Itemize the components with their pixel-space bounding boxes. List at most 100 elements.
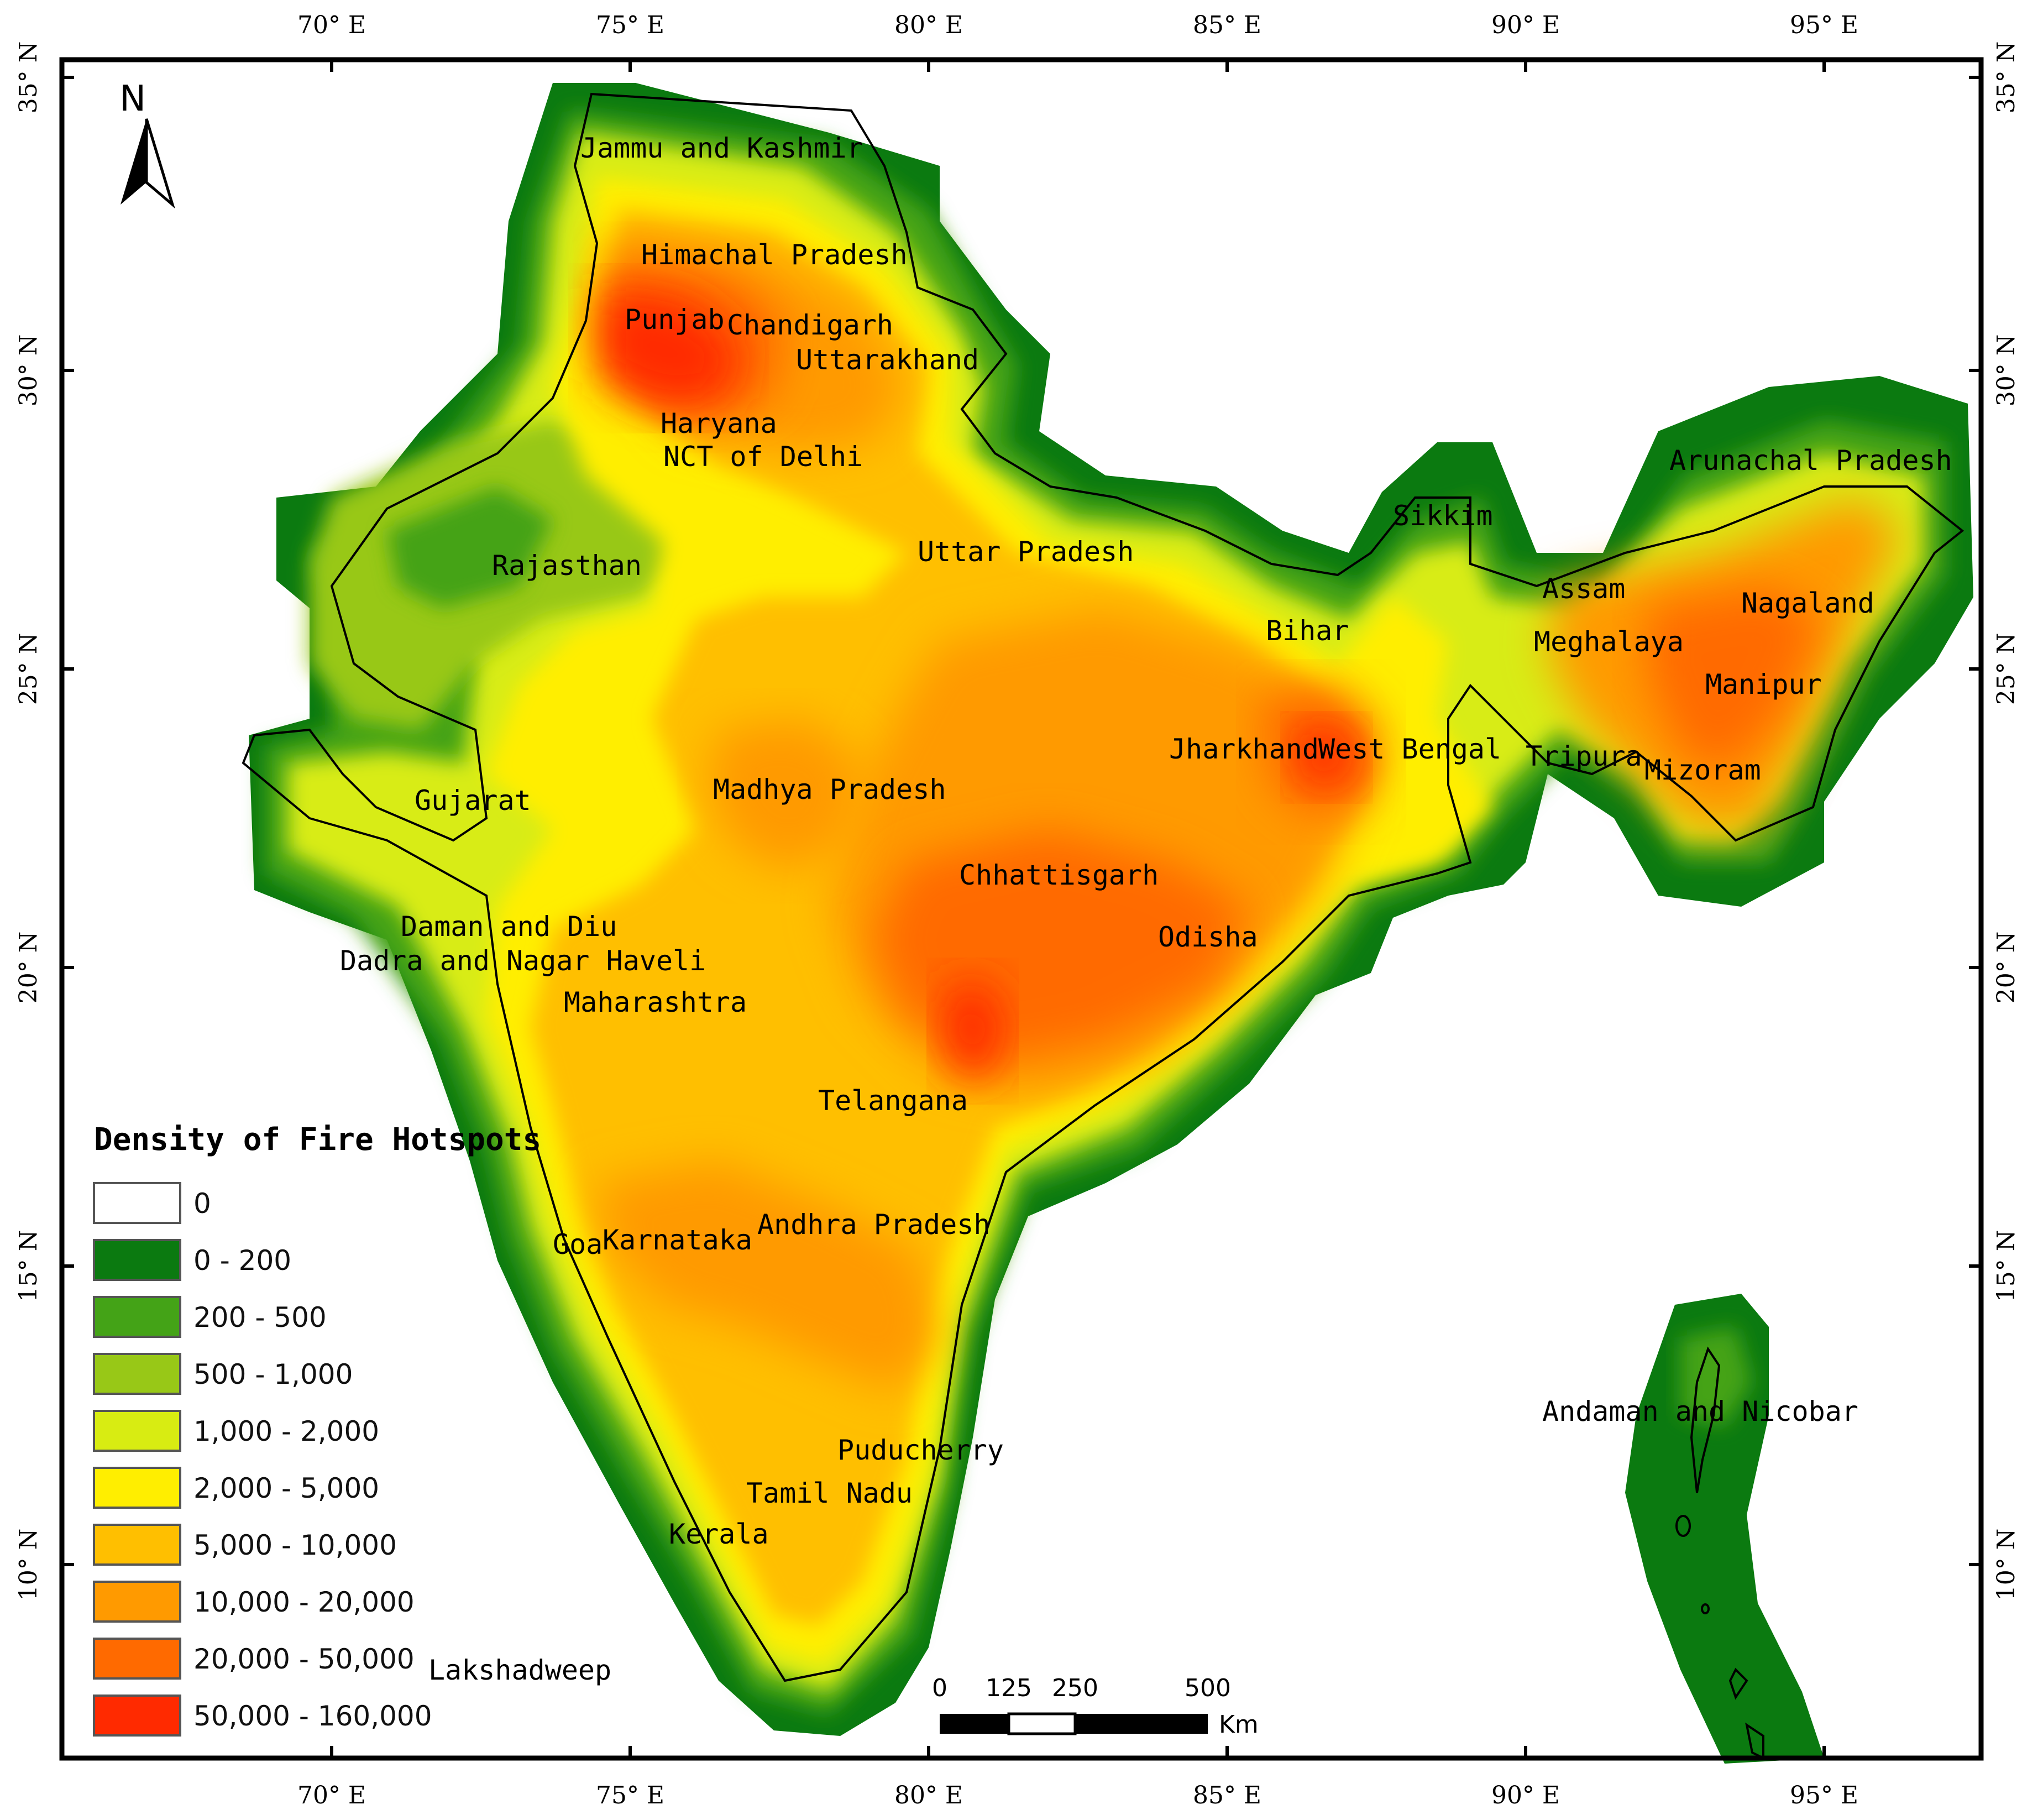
longitude-labels-top: 70° E 75° E 80° E 85° E 90° E 95° E xyxy=(297,11,1858,39)
state-label-dadra-nagar-haveli: Dadra and Nagar Haveli xyxy=(340,945,706,977)
state-label-maharashtra: Maharashtra xyxy=(564,986,747,1018)
latitude-labels-right: 35° N 30° N 25° N 20° N 15° N 10° N xyxy=(1992,41,2020,1601)
andaman-island-small-2 xyxy=(1701,1603,1710,1614)
lon-label-bottom-85: 85° E xyxy=(1193,1781,1261,1809)
lat-label-left-25: 25° N xyxy=(14,633,43,705)
state-label-rajasthan: Rajasthan xyxy=(492,550,642,582)
density-zone-200-500-patch xyxy=(387,487,553,608)
density-zone-50000-160000-telangana xyxy=(940,979,1006,1084)
lat-label-right-25: 25° N xyxy=(1992,633,2020,705)
state-label-nct-delhi: NCT of Delhi xyxy=(663,441,863,473)
lon-label-bottom-70: 70° E xyxy=(297,1781,366,1809)
state-label-puducherry: Puducherry xyxy=(837,1434,1004,1466)
state-labels: Jammu and Kashmir Himachal Pradesh Punja… xyxy=(340,132,1952,1686)
legend-label: 10,000 - 20,000 xyxy=(193,1586,415,1618)
state-label-kerala: Kerala xyxy=(669,1518,769,1550)
state-label-meghalaya: Meghalaya xyxy=(1534,626,1684,658)
scale-unit: Km xyxy=(1219,1711,1259,1739)
density-raster xyxy=(249,83,1973,1764)
state-label-telangana: Telangana xyxy=(818,1085,968,1117)
state-label-goa: Goa xyxy=(553,1228,603,1261)
state-label-karnataka: Karnataka xyxy=(603,1224,752,1256)
legend-label: 50,000 - 160,000 xyxy=(193,1700,432,1732)
lon-label-top-70: 70° E xyxy=(297,11,366,39)
legend-label: 20,000 - 50,000 xyxy=(193,1643,415,1675)
lon-label-bottom-80: 80° E xyxy=(894,1781,963,1809)
state-label-daman-diu: Daman and Diu xyxy=(401,911,617,943)
state-label-punjab: Punjab xyxy=(625,304,725,336)
state-label-tripura: Tripura xyxy=(1526,740,1642,772)
state-label-nagaland: Nagaland xyxy=(1741,587,1874,619)
state-label-madhya-pradesh: Madhya Pradesh xyxy=(713,773,946,806)
density-zone-10000-20000-mp xyxy=(708,719,862,874)
state-label-manipur: Manipur xyxy=(1705,668,1822,700)
legend-swatch xyxy=(93,1410,181,1452)
scale-tick-125: 125 xyxy=(986,1674,1032,1702)
legend-swatch xyxy=(93,1182,181,1224)
lon-label-top-75: 75° E xyxy=(596,11,664,39)
state-label-lakshadweep: Lakshadweep xyxy=(428,1654,611,1686)
legend-label: 5,000 - 10,000 xyxy=(193,1529,397,1561)
legend-swatch xyxy=(93,1353,181,1395)
longitude-labels-bottom: 70° E 75° E 80° E 85° E 90° E 95° E xyxy=(297,1781,1858,1809)
lat-label-left-35: 35° N xyxy=(14,41,43,113)
legend-swatch xyxy=(93,1638,181,1680)
legend-items: 0 0 - 200 200 - 500 500 - 1,000 1,000 - 2,00… xyxy=(93,1182,432,1737)
lon-label-bottom-95: 95° E xyxy=(1790,1781,1858,1809)
legend-label: 2,000 - 5,000 xyxy=(193,1472,379,1504)
legend-swatch xyxy=(93,1296,181,1338)
india-outline xyxy=(242,92,1965,1682)
north-arrow-icon-right xyxy=(145,118,175,209)
lon-label-top-90: 90° E xyxy=(1491,11,1560,39)
legend-swatch xyxy=(93,1239,181,1281)
scale-segment-3 xyxy=(1075,1714,1208,1734)
density-zone-50000-160000 xyxy=(597,287,741,409)
legend-label: 500 - 1,000 xyxy=(193,1358,353,1390)
state-label-uttar-pradesh: Uttar Pradesh xyxy=(918,536,1134,568)
map-frame xyxy=(59,57,1984,1761)
state-label-gujarat: Gujarat xyxy=(415,785,531,817)
lat-label-right-15: 15° N xyxy=(1992,1230,2020,1302)
legend-swatch xyxy=(93,1695,181,1737)
lat-label-right-30: 30° N xyxy=(1992,334,2020,406)
legend-swatch xyxy=(93,1581,181,1623)
density-zone-northeast-red xyxy=(1647,586,1824,774)
scale-tick-250: 250 xyxy=(1052,1674,1098,1702)
north-label: N xyxy=(119,79,146,119)
state-label-assam: Assam xyxy=(1542,573,1626,605)
lat-label-left-30: 30° N xyxy=(14,334,43,406)
legend: Density of Fire Hotspots 0 0 - 200 200 - 5… xyxy=(93,1122,541,1737)
lon-label-top-95: 95° E xyxy=(1790,11,1858,39)
legend-label: 1,000 - 2,000 xyxy=(193,1415,379,1447)
scale-segment-2 xyxy=(1007,1712,1077,1735)
north-arrow: N xyxy=(119,79,175,209)
north-arrow-icon xyxy=(121,119,146,205)
lon-label-bottom-90: 90° E xyxy=(1491,1781,1560,1809)
andaman-island-north xyxy=(1690,1346,1721,1493)
state-label-andhra-pradesh: Andhra Pradesh xyxy=(757,1209,990,1241)
density-zone-10000-20000-south xyxy=(597,1161,940,1393)
graticule-ticks xyxy=(62,60,1981,1758)
state-label-himachal-pradesh: Himachal Pradesh xyxy=(641,239,908,271)
legend-swatch xyxy=(93,1467,181,1509)
lat-label-left-15: 15° N xyxy=(14,1230,43,1302)
lon-label-top-85: 85° E xyxy=(1193,11,1261,39)
scale-bar: 0 125 250 500 Km xyxy=(932,1674,1259,1739)
state-label-tamil-nadu: Tamil Nadu xyxy=(746,1477,913,1509)
state-label-sikkim: Sikkim xyxy=(1393,500,1493,532)
scale-tick-0: 0 xyxy=(932,1674,947,1702)
state-label-uttarakhand: Uttarakhand xyxy=(796,344,979,376)
legend-swatch xyxy=(93,1524,181,1566)
legend-label: 0 - 200 xyxy=(193,1244,291,1277)
density-zone-50000-160000-jharkhand xyxy=(1293,724,1360,791)
state-label-west-bengal: West Bengal xyxy=(1318,733,1501,765)
state-label-jammu-kashmir: Jammu and Kashmir xyxy=(580,132,863,164)
legend-title: Density of Fire Hotspots xyxy=(94,1122,541,1158)
state-borders xyxy=(242,92,1965,1682)
lat-label-right-10: 10° N xyxy=(1992,1529,2020,1601)
state-label-odisha: Odisha xyxy=(1158,921,1258,953)
density-zone-andaman xyxy=(1625,1294,1824,1764)
lon-label-top-80: 80° E xyxy=(894,11,963,39)
scale-tick-500: 500 xyxy=(1185,1674,1231,1702)
